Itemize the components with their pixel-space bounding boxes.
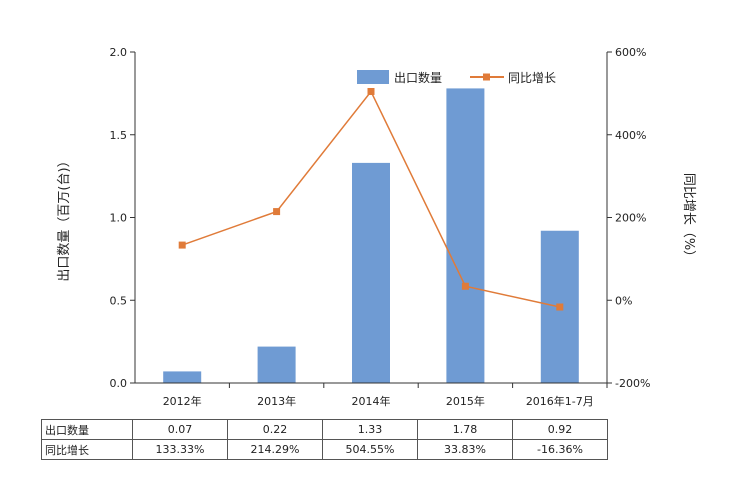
- data-table: 出口数量 0.07 0.22 1.33 1.78 0.92 同比增长 133.33% 214.2…: [41, 419, 608, 460]
- table-cell: 1.78: [417, 419, 513, 440]
- table-cell: 33.83%: [417, 439, 513, 460]
- right-axis-title: 同比增长（%）: [681, 173, 696, 263]
- left-tick-label: 1.0: [110, 212, 128, 225]
- x-tick-label: 2012年: [163, 394, 202, 408]
- x-tick-label: 2014年: [352, 394, 391, 408]
- left-axis-title: 出口数量（百万(台)）: [57, 154, 72, 281]
- left-tick-label: 1.5: [110, 129, 128, 142]
- right-tick-label: 600%: [615, 46, 646, 59]
- table-cell: 0.22: [227, 419, 323, 440]
- line-series: [178, 87, 564, 311]
- table-cell: 504.55%: [322, 439, 418, 460]
- line-point: [273, 208, 281, 216]
- bar: [446, 88, 485, 383]
- bar-series: [163, 88, 579, 383]
- right-tick-label: 200%: [615, 212, 646, 225]
- bar: [352, 162, 390, 383]
- x-tick-label: 2013年: [257, 394, 296, 408]
- table-row: 出口数量 0.07 0.22 1.33 1.78 0.92: [41, 419, 608, 440]
- table-cell: 133.33%: [132, 439, 228, 460]
- legend-line-marker: [483, 73, 490, 81]
- legend-bar-swatch: [357, 70, 389, 84]
- line-point: [461, 282, 469, 290]
- line-point: [556, 303, 564, 311]
- table-cell: 214.29%: [227, 439, 323, 460]
- bar: [257, 346, 296, 383]
- right-tick-label: -200%: [615, 377, 650, 390]
- x-tick-label: 2016年1-7月: [526, 394, 594, 408]
- table-row: 同比增长 133.33% 214.29% 504.55% 33.83% -16.36%: [41, 439, 608, 460]
- left-tick-label: 2.0: [110, 46, 128, 59]
- x-tick-label: 2015年: [446, 394, 485, 408]
- left-tick-label: 0.5: [110, 294, 128, 307]
- right-tick-label: 400%: [615, 129, 646, 142]
- right-tick-label: 0%: [615, 294, 632, 307]
- table-row-label: 出口数量: [41, 419, 133, 440]
- table-cell: 0.07: [132, 419, 228, 440]
- bar: [163, 371, 202, 383]
- table-cell: -16.36%: [512, 439, 608, 460]
- axis-ticks: 0.0 0.5 1.0 1.5 2.0 -200% 0% 200% 400% 600% 2012年 2…: [110, 46, 651, 408]
- legend: 出口数量 同比增长: [357, 70, 556, 85]
- legend-line-label: 同比增长: [508, 71, 556, 85]
- left-tick-label: 0.0: [110, 377, 128, 390]
- table-cell: 0.92: [512, 419, 608, 440]
- line-point: [367, 87, 375, 95]
- chart: 0.0 0.5 1.0 1.5 2.0 -200% 0% 200% 400% 600% 2012年 2…: [57, 46, 696, 408]
- table-row-label: 同比增长: [41, 439, 133, 460]
- legend-bar-label: 出口数量: [394, 70, 442, 85]
- table-cell: 1.33: [322, 419, 418, 440]
- line-point: [178, 241, 186, 249]
